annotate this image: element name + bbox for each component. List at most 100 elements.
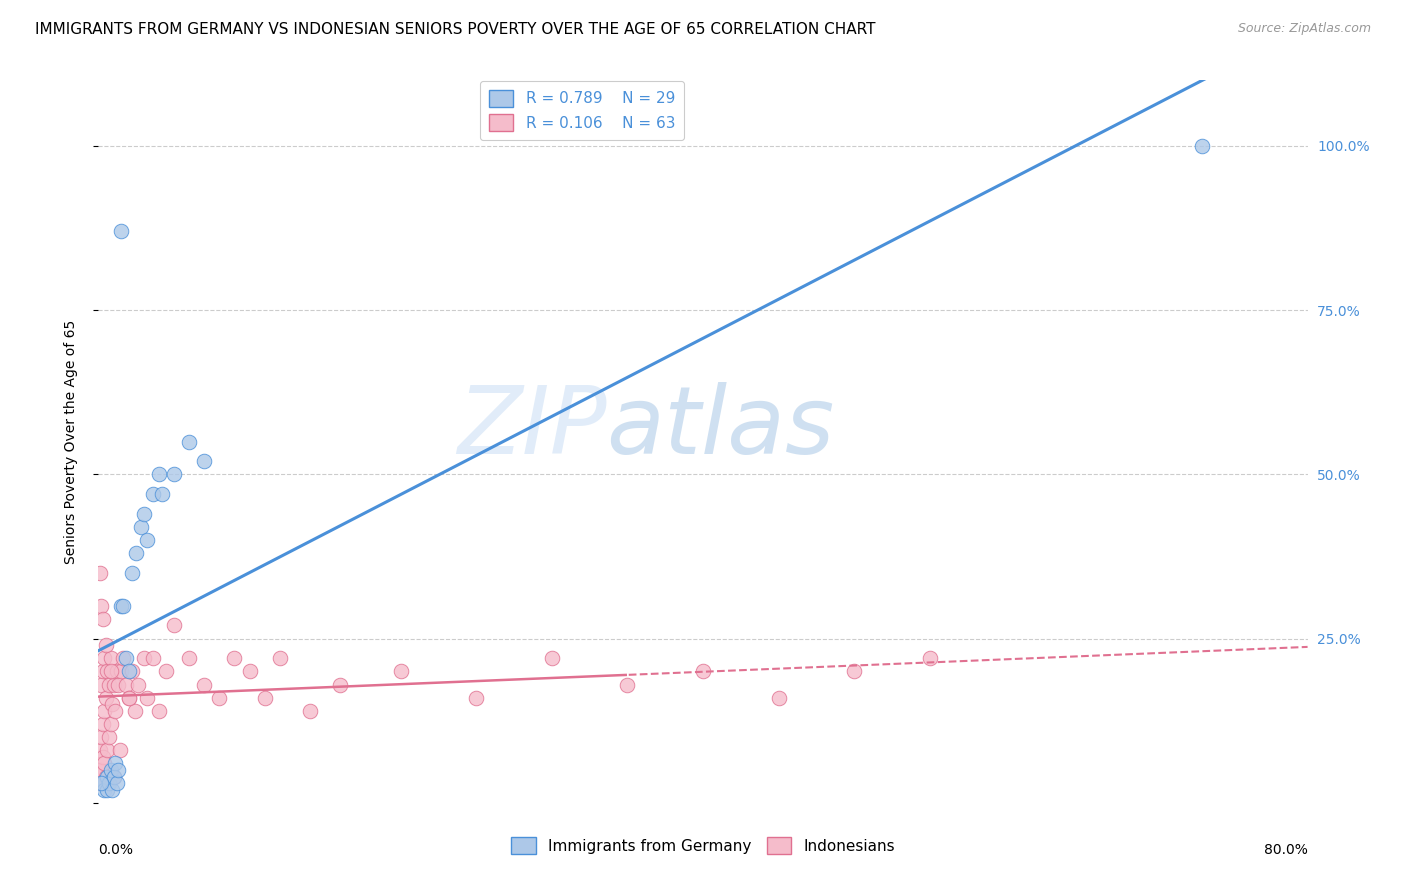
Point — [90, 677, 112, 691]
Point — [111, 651, 134, 665]
Point — [94, 690, 117, 705]
Point — [91, 776, 114, 790]
Point — [96, 665, 118, 679]
Point — [91, 749, 114, 764]
Point — [89, 776, 111, 790]
Point — [179, 651, 201, 665]
Point — [93, 756, 115, 771]
Text: ZIP: ZIP — [457, 382, 606, 473]
Point — [142, 651, 165, 665]
Point — [104, 756, 127, 771]
Point — [692, 665, 714, 679]
Point — [110, 599, 132, 613]
Point — [208, 690, 231, 705]
Point — [155, 665, 177, 679]
Point — [90, 599, 112, 613]
Point — [114, 651, 136, 665]
Point — [179, 434, 201, 449]
Point — [193, 677, 215, 691]
Point — [1191, 139, 1213, 153]
Text: IMMIGRANTS FROM GERMANY VS INDONESIAN SENIORS POVERTY OVER THE AGE OF 65 CORRELA: IMMIGRANTS FROM GERMANY VS INDONESIAN SE… — [35, 22, 876, 37]
Point — [135, 533, 157, 547]
Y-axis label: Seniors Poverty Over the Age of 65: Seniors Poverty Over the Age of 65 — [63, 319, 77, 564]
Point — [239, 665, 262, 679]
Point — [98, 677, 121, 691]
Point — [100, 665, 122, 679]
Point — [269, 651, 291, 665]
Point — [127, 677, 149, 691]
Point — [540, 651, 562, 665]
Point — [616, 677, 638, 691]
Point — [224, 651, 246, 665]
Point — [105, 776, 128, 790]
Point — [101, 782, 124, 797]
Point — [110, 224, 132, 238]
Point — [148, 704, 170, 718]
Point — [89, 743, 111, 757]
Point — [118, 690, 141, 705]
Point — [98, 730, 121, 744]
Point — [91, 665, 114, 679]
Point — [93, 651, 115, 665]
Point — [132, 507, 155, 521]
Point — [844, 665, 866, 679]
Point — [148, 467, 170, 482]
Point — [163, 618, 186, 632]
Point — [193, 454, 215, 468]
Point — [118, 665, 141, 679]
Point — [98, 776, 121, 790]
Point — [93, 782, 115, 797]
Point — [118, 690, 141, 705]
Point — [114, 677, 136, 691]
Point — [101, 698, 124, 712]
Point — [100, 717, 122, 731]
Point — [96, 770, 118, 784]
Point — [389, 665, 412, 679]
Point — [90, 776, 112, 790]
Point — [150, 487, 173, 501]
Point — [135, 690, 157, 705]
Point — [163, 467, 186, 482]
Text: 80.0%: 80.0% — [1264, 843, 1308, 856]
Text: Source: ZipAtlas.com: Source: ZipAtlas.com — [1237, 22, 1371, 36]
Point — [142, 487, 165, 501]
Point — [96, 743, 118, 757]
Text: atlas: atlas — [606, 382, 835, 473]
Point — [91, 717, 114, 731]
Point — [100, 763, 122, 777]
Point — [107, 763, 129, 777]
Point — [125, 546, 148, 560]
Point — [94, 638, 117, 652]
Point — [103, 770, 125, 784]
Point — [89, 763, 111, 777]
Point — [108, 743, 131, 757]
Point — [329, 677, 352, 691]
Point — [103, 677, 125, 691]
Point — [107, 677, 129, 691]
Point — [90, 730, 112, 744]
Point — [918, 651, 941, 665]
Point — [104, 704, 127, 718]
Point — [768, 690, 790, 705]
Point — [124, 704, 146, 718]
Point — [110, 665, 132, 679]
Point — [253, 690, 276, 705]
Point — [103, 770, 125, 784]
Point — [89, 566, 111, 580]
Point — [93, 704, 115, 718]
Point — [111, 599, 134, 613]
Point — [129, 520, 152, 534]
Point — [299, 704, 322, 718]
Point — [96, 782, 118, 797]
Point — [100, 651, 122, 665]
Point — [105, 665, 128, 679]
Text: 0.0%: 0.0% — [98, 843, 134, 856]
Point — [132, 651, 155, 665]
Point — [465, 690, 488, 705]
Point — [121, 566, 143, 580]
Legend: Immigrants from Germany, Indonesians: Immigrants from Germany, Indonesians — [505, 831, 901, 860]
Point — [121, 665, 143, 679]
Point — [91, 612, 114, 626]
Point — [90, 763, 112, 777]
Point — [94, 770, 117, 784]
